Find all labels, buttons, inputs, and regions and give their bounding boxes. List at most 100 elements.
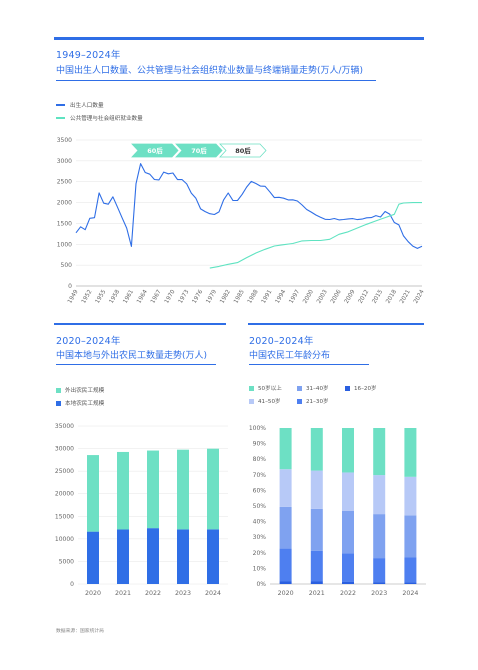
age-bar-chart: 0% 10% 20% 30% 40% 50% 60% 70% 80% 90% 100% 2020 202… xyxy=(249,425,426,597)
y-tick-label: 5000 xyxy=(59,558,74,565)
bar-50-plus xyxy=(310,428,323,471)
bar-41-50 xyxy=(373,475,386,515)
legend-item-local: 本地农民工规模 xyxy=(56,399,104,407)
bar-41-50 xyxy=(310,470,323,509)
x-tick-label: 2009 xyxy=(344,289,357,305)
age-legend-label: 21–30岁 xyxy=(306,399,329,405)
legend-item-public-admin: 公共管理与社会组织就业数量 xyxy=(56,114,143,122)
y-tick-label: 10% xyxy=(253,565,267,572)
y-tick-label: 20000 xyxy=(55,491,74,498)
x-tick-label: 2023 xyxy=(175,590,191,597)
x-tick-label: 1979 xyxy=(206,289,219,305)
y-tick-label: 30% xyxy=(253,534,267,541)
bar-local xyxy=(87,531,99,584)
bar-16-20 xyxy=(373,582,386,584)
bar-local xyxy=(117,529,129,584)
x-tick-label: 1958 xyxy=(109,289,122,305)
bar-local xyxy=(207,529,219,584)
migrant-bar-chart: 0 5000 10000 15000 20000 25000 30000 35000 2020 2… xyxy=(55,423,228,597)
source-note: 数据来源：国家统计局 xyxy=(56,629,104,634)
legend-item-births: 出生人口数量 xyxy=(56,101,104,109)
x-tick-label: 2021 xyxy=(399,289,412,305)
x-tick-label: 1982 xyxy=(219,289,232,305)
y-tick-label: 100% xyxy=(249,425,266,432)
y-tick-label: 0 xyxy=(68,283,72,290)
y-tick-label: 2500 xyxy=(57,179,72,186)
bar-31-40 xyxy=(310,508,323,551)
x-tick-label: 2024 xyxy=(413,289,426,305)
y-tick-label: 1500 xyxy=(57,220,72,227)
x-tick-label: 2023 xyxy=(371,590,387,597)
age-legend-swatch xyxy=(297,398,302,404)
age-legend-item: 21–30岁 xyxy=(297,397,329,405)
bar-41-50 xyxy=(279,469,292,507)
migrant-chart-title: 中国本地与外出农民工数量走势(万人) xyxy=(56,351,208,361)
age-legend-item: 31–40岁 xyxy=(297,384,329,392)
y-tick-label: 10000 xyxy=(55,536,74,543)
bar-31-40 xyxy=(404,515,417,558)
x-tick-label: 1994 xyxy=(275,289,288,305)
x-tick-label: 1985 xyxy=(233,289,246,305)
y-tick-label: 40% xyxy=(253,519,267,526)
bar-outside xyxy=(207,448,219,530)
line-chart-year-label: 1949–2024年 xyxy=(56,50,121,61)
bar-50-plus xyxy=(342,428,354,473)
bar-21-30 xyxy=(279,548,292,582)
y-tick-label: 60% xyxy=(253,487,267,494)
bar-50-plus xyxy=(404,428,417,477)
legend-label-outside: 外出农民工规模 xyxy=(65,388,105,394)
bar-41-50 xyxy=(404,476,417,516)
x-tick-label: 2022 xyxy=(145,590,161,597)
y-tick-label: 20% xyxy=(253,550,267,557)
legend-label-local: 本地农民工规模 xyxy=(65,401,105,407)
x-tick-label: 1967 xyxy=(150,289,163,305)
x-tick-label: 2020 xyxy=(85,590,101,597)
y-tick-label: 2000 xyxy=(57,200,72,207)
line-chart-title-rule xyxy=(56,80,376,81)
bar-31-40 xyxy=(342,510,354,554)
generation-marker xyxy=(219,143,267,158)
age-legend-item: 50岁以上 xyxy=(249,384,282,392)
y-tick-label: 70% xyxy=(253,472,267,479)
bar-50-plus xyxy=(279,428,292,470)
legend-item-outside: 外出农民工规模 xyxy=(56,386,104,394)
bar-16-20 xyxy=(404,582,417,584)
x-tick-label: 2022 xyxy=(340,590,356,597)
line-chart: 0 500 1000 1500 2000 2500 3000 3500 1949 1952 1955… xyxy=(57,137,426,305)
line-chart-title: 中国出生人口数量、公共管理与社会组织就业数量与终端销量走势(万人/万辆) xyxy=(56,66,364,76)
bar-outside xyxy=(117,451,129,530)
y-tick-label: 0% xyxy=(256,581,266,588)
age-legend-swatch xyxy=(345,385,350,391)
bar-31-40 xyxy=(279,506,292,549)
y-tick-label: 500 xyxy=(61,262,73,269)
bar-16-20 xyxy=(310,581,323,584)
migrant-chart-year-label: 2020–2024年 xyxy=(56,336,121,347)
legend-label-public-admin: 公共管理与社会组织就业数量 xyxy=(70,116,143,122)
x-tick-label: 1949 xyxy=(67,289,80,305)
x-tick-label: 2006 xyxy=(330,289,343,305)
bar-31-40 xyxy=(373,514,386,559)
x-tick-label: 1961 xyxy=(123,289,136,305)
x-tick-label: 1952 xyxy=(81,289,94,305)
x-tick-label: 2024 xyxy=(402,590,418,597)
x-tick-label: 2024 xyxy=(205,590,221,597)
age-legend-label: 31–40岁 xyxy=(306,386,329,392)
age-legend-label: 16–20岁 xyxy=(354,386,377,392)
x-tick-label: 2012 xyxy=(358,289,371,305)
x-tick-label: 1991 xyxy=(261,289,274,305)
legend-swatch-births xyxy=(56,104,65,106)
x-tick-label: 1988 xyxy=(247,289,260,305)
y-tick-label: 90% xyxy=(253,441,267,448)
bar-21-30 xyxy=(342,553,354,582)
legend-swatch-public-admin xyxy=(56,117,65,119)
legend-label-births: 出生人口数量 xyxy=(70,103,104,109)
x-tick-label: 2015 xyxy=(372,289,385,305)
x-tick-label: 1955 xyxy=(95,289,108,305)
x-tick-label: 1973 xyxy=(178,289,191,305)
age-legend-swatch xyxy=(297,385,302,391)
age-legend-label: 41–50岁 xyxy=(258,399,281,405)
x-tick-label: 1964 xyxy=(136,289,149,305)
bar-16-20 xyxy=(342,581,354,584)
x-tick-label: 2021 xyxy=(115,590,131,597)
bar-chart-top-rule xyxy=(54,323,226,325)
